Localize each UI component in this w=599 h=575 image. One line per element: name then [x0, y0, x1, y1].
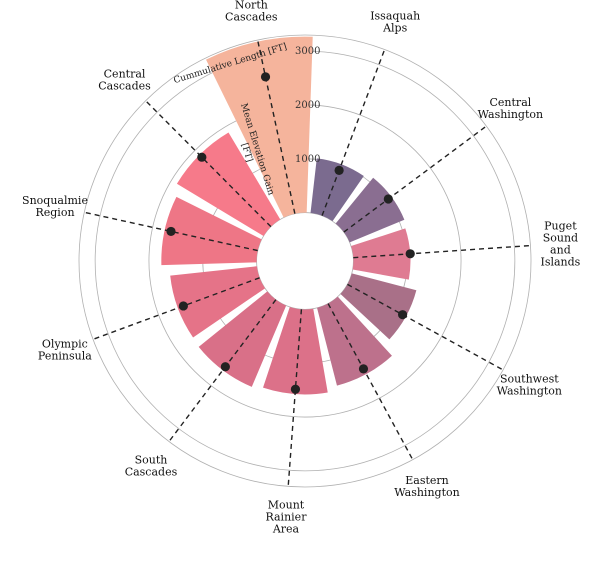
category-labels: Issaquah Alps Central Washington Puget Sound a…	[22, 0, 581, 535]
mean-elevation-lines	[84, 39, 531, 487]
marker-olympic-peninsula	[178, 301, 188, 311]
marker-mount-rainier-area	[290, 384, 301, 394]
marker-central-washington	[383, 194, 393, 204]
category-label-eastern-washington: Eastern Washington	[394, 474, 459, 499]
radial-line-olympic-peninsula	[92, 277, 260, 340]
radial-line-eastern-washington	[327, 303, 414, 461]
bar-mount-rainier-area	[263, 306, 328, 395]
category-label-puget-sound-and-islands: Puget Sound and Islands	[540, 220, 580, 269]
category-label-south-cascades: South Cascades	[125, 453, 178, 478]
category-label-central-washington: Central Washington	[478, 96, 543, 121]
bar-eastern-washington	[317, 296, 392, 386]
radial-line-north-cascades	[256, 39, 296, 214]
radial-line-central-cascades	[145, 100, 272, 228]
category-label-mount-rainier-area: Mount Rainier Area	[265, 498, 307, 535]
category-label-north-cascades: North Cascades	[225, 0, 278, 24]
marker-eastern-washington	[358, 364, 369, 374]
category-label-snoqualmie-region: Snoqualmie Region	[22, 194, 88, 219]
marker-issaquah-alps	[334, 165, 344, 175]
radial-line-mount-rainier-area	[287, 309, 303, 487]
r-tick-label-3000: 3000	[295, 46, 320, 57]
r-tick-label-1000: 1000	[295, 154, 320, 165]
radial-tick-labels: 1000 2000 3000	[295, 46, 320, 165]
radial-line-issaquah-alps	[321, 49, 386, 216]
category-label-southwest-washington: Southwest Washington	[497, 372, 562, 397]
radial-line-puget-sound-and-islands	[353, 244, 531, 259]
grid-circle-0	[256, 212, 354, 310]
category-label-central-cascades: Central Cascades	[98, 67, 151, 92]
marker-southwest-washington	[398, 310, 408, 320]
marker-central-cascades	[197, 152, 207, 162]
radial-line-south-cascades	[168, 299, 277, 442]
category-label-olympic-peninsula: Olympic Peninsula	[38, 338, 92, 363]
bar-southwest-washington	[340, 273, 417, 340]
marker-snoqualmie-region	[166, 226, 176, 237]
category-label-issaquah-alps: Issaquah Alps	[370, 9, 420, 34]
marker-north-cascades	[260, 72, 271, 82]
r-tick-label-2000: 2000	[295, 100, 320, 111]
radial-line-snoqualmie-region	[84, 211, 258, 252]
grid-circle-outer	[78, 34, 532, 488]
bar-snoqualmie-region	[161, 196, 262, 266]
radial-line-southwest-washington	[347, 283, 504, 371]
radial-line-central-washington	[343, 125, 487, 233]
bar-north-cascades	[206, 36, 313, 218]
bar-issaquah-alps	[310, 158, 364, 222]
bar-puget-sound-and-islands	[351, 228, 411, 280]
marker-puget-sound-and-islands	[405, 249, 415, 259]
marker-south-cascades	[220, 362, 230, 372]
